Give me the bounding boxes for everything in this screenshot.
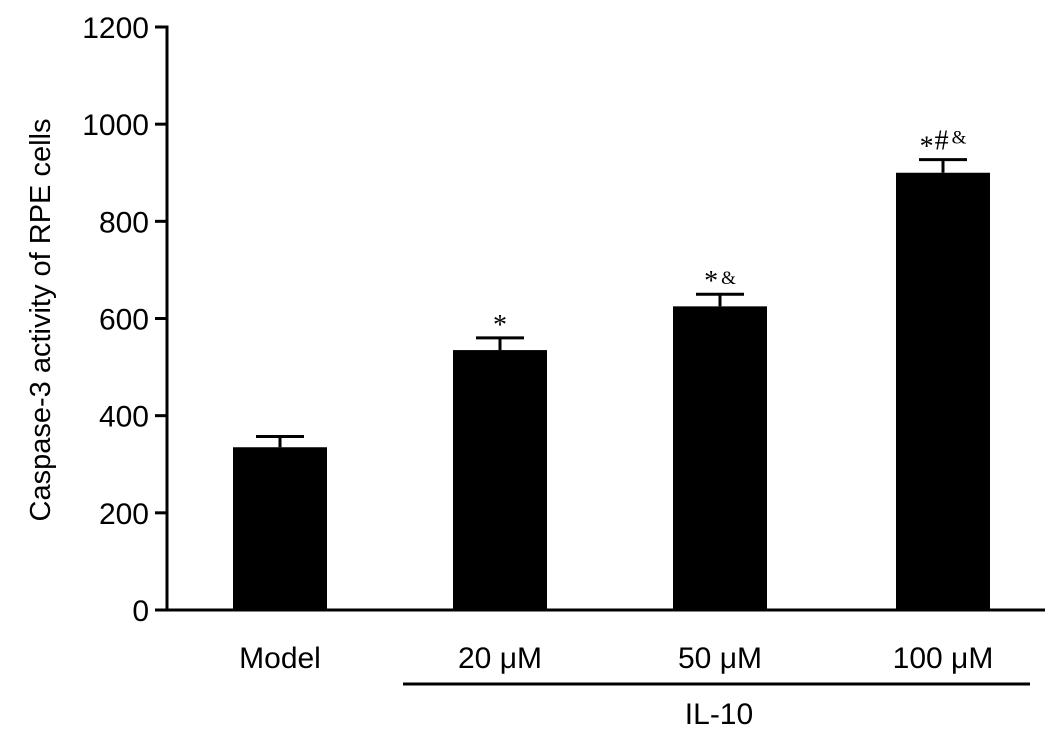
y-tick-label: 0 [132,595,149,628]
y-tick-label: 1200 [82,12,149,45]
x-category-label: 50 μM [678,642,762,675]
group-label: IL-10 [685,698,753,731]
y-tick-label: 1000 [82,109,149,142]
x-category-label: 100 μM [893,642,994,675]
significance-annotation: * [493,310,507,341]
bar [896,172,990,610]
x-category-label: Model [239,642,321,675]
y-tick-label: 800 [99,206,149,239]
significance-annotation: * & [704,266,736,297]
significance-symbol: & [952,128,967,149]
bars [233,172,990,610]
y-tick-label: 600 [99,304,149,337]
y-tick-label: 200 [99,498,149,531]
y-axis-title: Caspase-3 activity of RPE cells [25,119,57,522]
significance-symbol: * [704,266,718,297]
x-category-label: 20 μM [458,642,542,675]
x-axis-category-labels: Model 20 μM 50 μM 100 μM [239,642,993,675]
significance-symbol: * [920,132,934,163]
significance-symbol: & [721,268,736,289]
significance-symbol: * [493,310,507,341]
bar [453,350,547,610]
group-bracket: IL-10 [403,682,1030,731]
error-bars [256,158,967,448]
significance-annotation: *# & [920,126,967,163]
y-tick-label: 400 [99,401,149,434]
bar [673,306,767,610]
bar [233,447,327,610]
significance-symbol: # [935,126,949,157]
significance-annotations: ** &*# & [493,126,967,341]
y-axis-ticks: 0 200 400 600 800 1000 1200 [82,12,167,628]
